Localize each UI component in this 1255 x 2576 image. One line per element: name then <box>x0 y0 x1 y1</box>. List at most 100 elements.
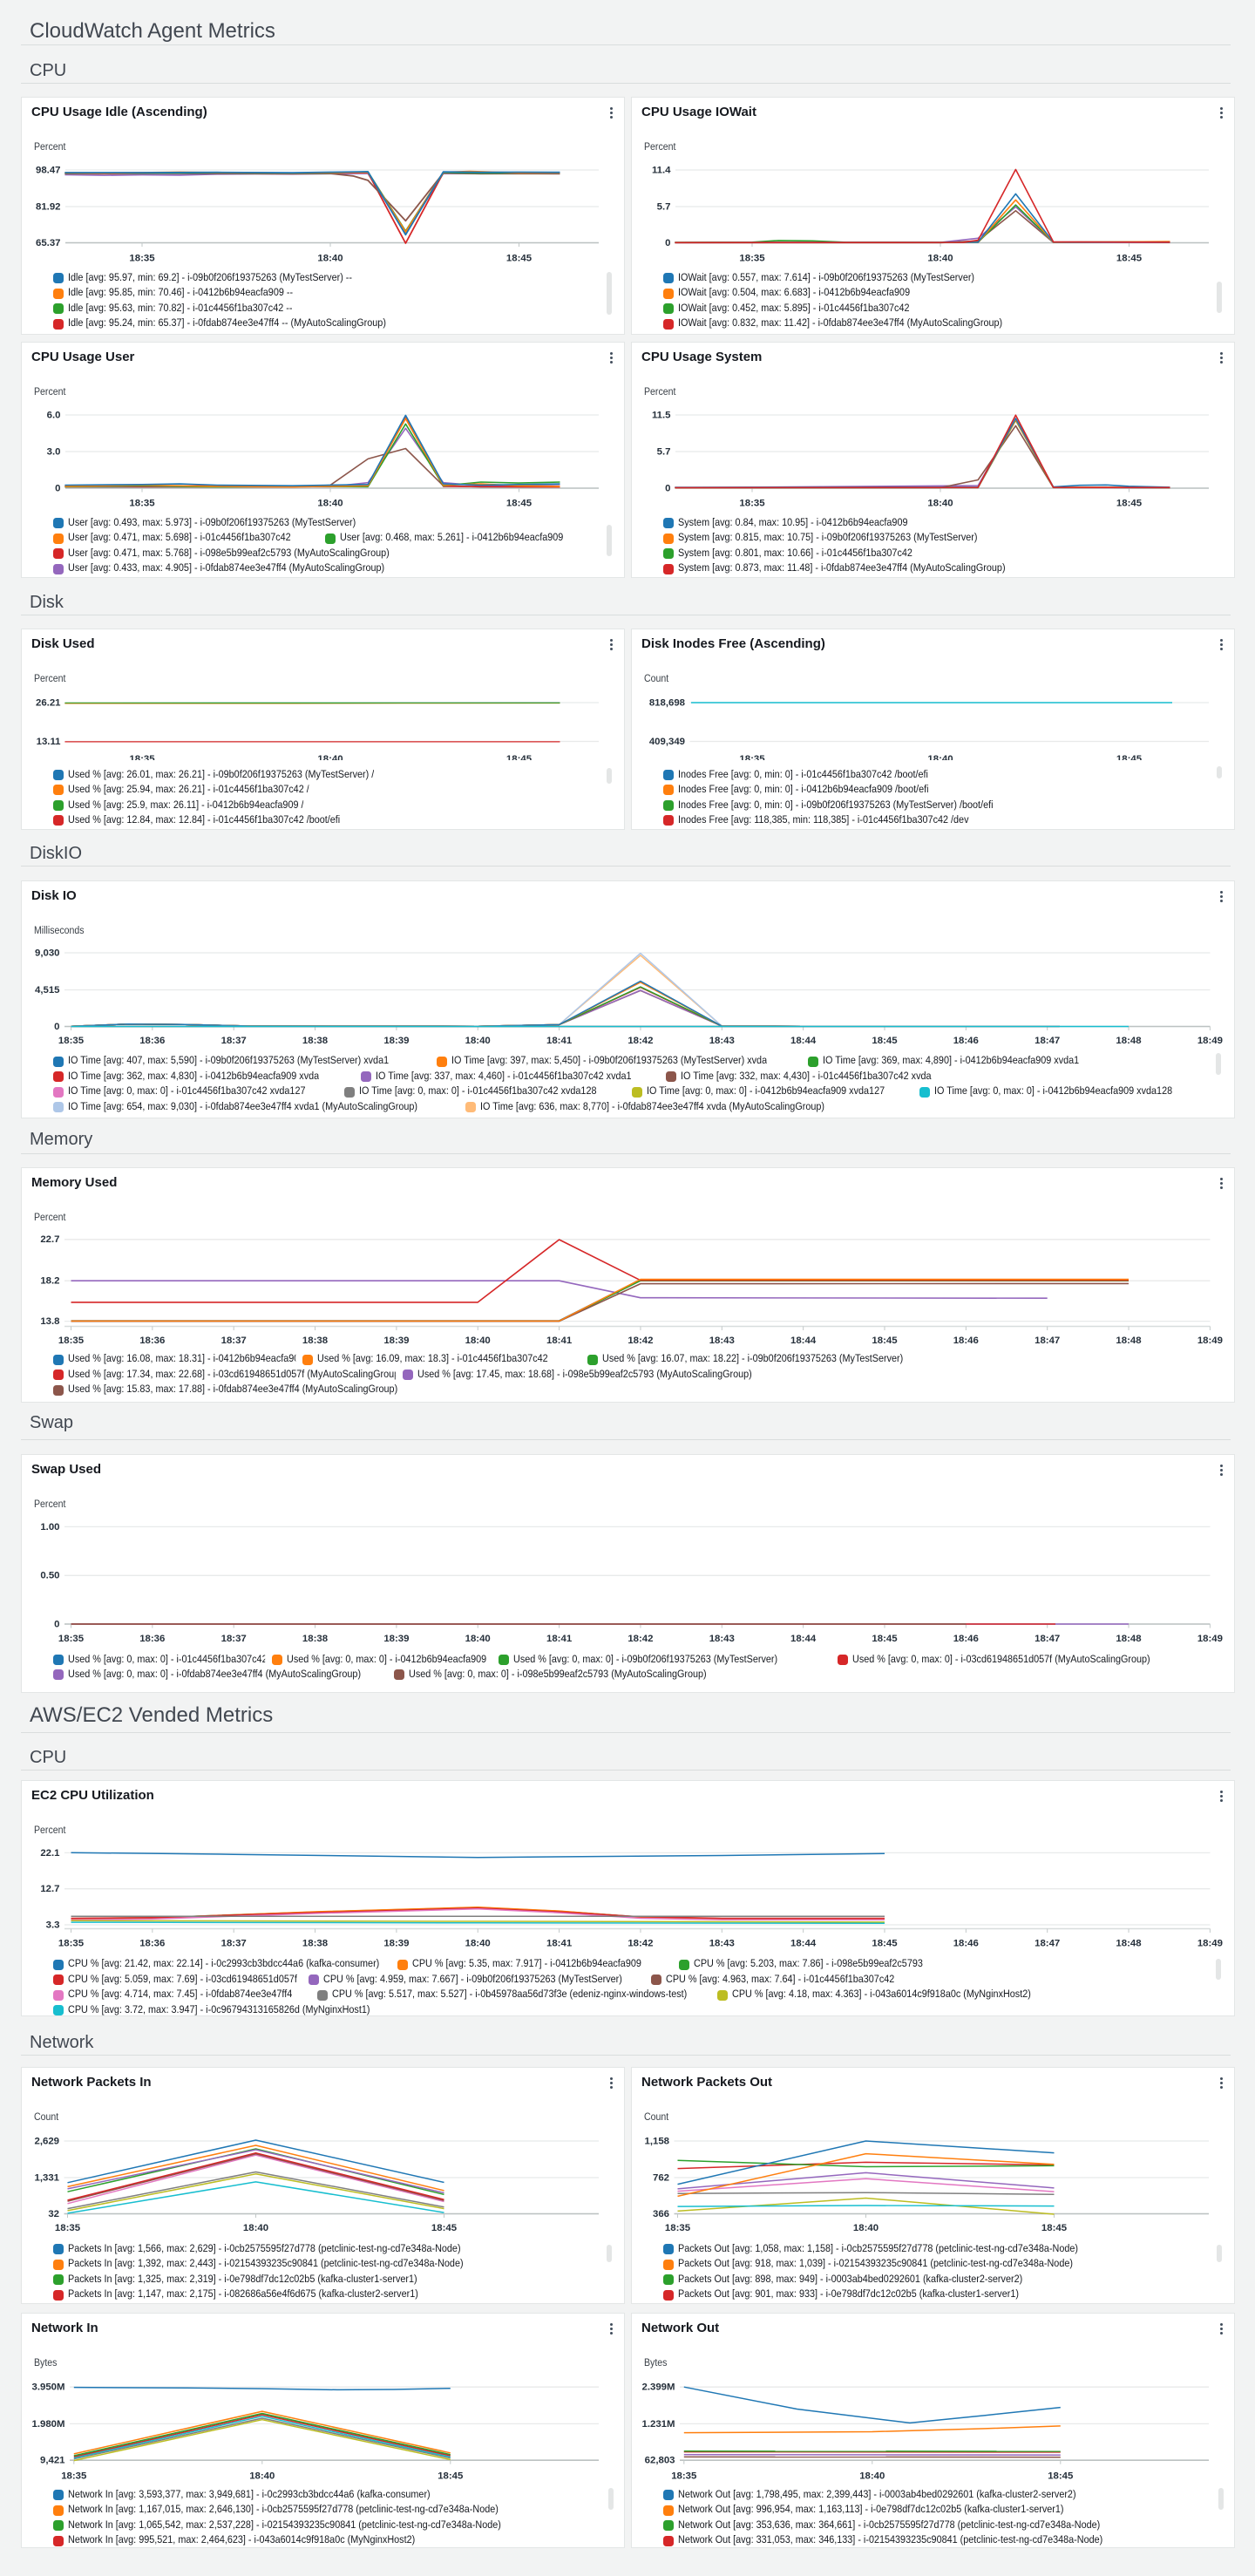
svg-text:1.980M: 1.980M <box>32 2419 65 2430</box>
svg-text:32: 32 <box>48 2209 59 2219</box>
svg-text:18:45: 18:45 <box>1116 754 1143 760</box>
svg-text:18:35: 18:35 <box>58 1336 85 1346</box>
svg-text:18:35: 18:35 <box>55 2223 81 2233</box>
svg-text:5.7: 5.7 <box>657 201 671 212</box>
svg-text:18:46: 18:46 <box>953 1336 979 1346</box>
svg-text:18:45: 18:45 <box>872 1036 898 1046</box>
svg-text:18:43: 18:43 <box>709 1336 735 1346</box>
svg-text:13.8: 13.8 <box>40 1316 59 1327</box>
svg-text:0.50: 0.50 <box>40 1571 59 1581</box>
svg-text:18:35: 18:35 <box>739 498 765 508</box>
svg-text:18:45: 18:45 <box>1116 498 1143 508</box>
svg-text:18:46: 18:46 <box>953 1938 979 1948</box>
svg-text:18:35: 18:35 <box>61 2471 87 2481</box>
svg-text:18:40: 18:40 <box>249 2471 275 2481</box>
svg-text:18:46: 18:46 <box>953 1036 979 1046</box>
svg-text:18:38: 18:38 <box>302 1036 328 1046</box>
svg-text:18:35: 18:35 <box>739 253 765 263</box>
svg-text:18:44: 18:44 <box>790 1336 817 1346</box>
svg-text:366: 366 <box>653 2209 669 2219</box>
svg-text:11.4: 11.4 <box>652 165 671 175</box>
svg-text:18:41: 18:41 <box>546 1938 573 1948</box>
svg-text:18:35: 18:35 <box>671 2471 697 2481</box>
svg-text:18:43: 18:43 <box>709 1036 735 1046</box>
svg-text:18:41: 18:41 <box>546 1036 573 1046</box>
svg-text:18:47: 18:47 <box>1035 1036 1060 1046</box>
svg-text:18:40: 18:40 <box>927 754 953 760</box>
svg-text:9,030: 9,030 <box>35 948 60 958</box>
svg-text:18:43: 18:43 <box>709 1634 735 1644</box>
svg-text:26.21: 26.21 <box>36 697 61 708</box>
svg-text:11.5: 11.5 <box>652 410 671 420</box>
svg-text:18:45: 18:45 <box>872 1938 898 1948</box>
svg-text:818,698: 818,698 <box>649 697 685 708</box>
svg-text:0: 0 <box>665 483 670 493</box>
svg-text:18:40: 18:40 <box>317 754 343 760</box>
svg-text:18:47: 18:47 <box>1035 1938 1060 1948</box>
svg-text:18:36: 18:36 <box>139 1938 165 1948</box>
svg-text:81.92: 81.92 <box>36 201 61 212</box>
svg-text:1.00: 1.00 <box>40 1522 59 1533</box>
svg-text:18:40: 18:40 <box>243 2223 268 2233</box>
svg-text:18:45: 18:45 <box>506 498 533 508</box>
svg-text:18:35: 18:35 <box>58 1036 85 1046</box>
svg-text:18:36: 18:36 <box>139 1634 165 1644</box>
svg-text:18:37: 18:37 <box>221 1938 247 1948</box>
svg-text:18:45: 18:45 <box>872 1336 898 1346</box>
svg-text:18:39: 18:39 <box>383 1036 409 1046</box>
svg-text:22.7: 22.7 <box>40 1234 59 1245</box>
svg-text:18:37: 18:37 <box>221 1634 247 1644</box>
svg-text:0: 0 <box>55 483 60 493</box>
svg-text:18:35: 18:35 <box>129 754 155 760</box>
svg-text:18:40: 18:40 <box>927 253 953 263</box>
svg-text:18:38: 18:38 <box>302 1336 328 1346</box>
svg-text:1.231M: 1.231M <box>642 2419 675 2430</box>
svg-text:18:44: 18:44 <box>790 1634 817 1644</box>
svg-text:18:45: 18:45 <box>1048 2471 1074 2481</box>
svg-text:18:40: 18:40 <box>317 253 343 263</box>
svg-text:18:35: 18:35 <box>58 1634 85 1644</box>
svg-text:18:37: 18:37 <box>221 1336 247 1346</box>
svg-text:18:40: 18:40 <box>465 1336 491 1346</box>
svg-text:9,421: 9,421 <box>40 2456 65 2466</box>
svg-text:762: 762 <box>653 2172 669 2183</box>
svg-text:18:42: 18:42 <box>628 1938 653 1948</box>
svg-text:3.950M: 3.950M <box>32 2382 65 2393</box>
svg-text:18:38: 18:38 <box>302 1634 328 1644</box>
svg-text:18:39: 18:39 <box>383 1634 409 1644</box>
svg-text:18:40: 18:40 <box>317 498 343 508</box>
svg-text:18:47: 18:47 <box>1035 1634 1060 1644</box>
svg-text:18:44: 18:44 <box>790 1938 817 1948</box>
svg-text:4,515: 4,515 <box>35 985 60 996</box>
svg-text:18:35: 18:35 <box>129 253 155 263</box>
svg-text:65.37: 65.37 <box>36 238 61 248</box>
svg-text:2,629: 2,629 <box>34 2136 59 2146</box>
svg-text:18:40: 18:40 <box>927 498 953 508</box>
svg-text:2.399M: 2.399M <box>642 2382 675 2393</box>
svg-text:18:35: 18:35 <box>739 754 765 760</box>
svg-text:18:46: 18:46 <box>953 1634 979 1644</box>
svg-text:18:48: 18:48 <box>1116 1634 1141 1644</box>
svg-text:18:41: 18:41 <box>546 1634 573 1644</box>
svg-text:18:43: 18:43 <box>709 1938 735 1948</box>
svg-text:18:49: 18:49 <box>1197 1336 1223 1346</box>
svg-text:18:45: 18:45 <box>506 754 533 760</box>
svg-text:3.0: 3.0 <box>47 446 61 457</box>
svg-text:12.7: 12.7 <box>40 1884 59 1894</box>
svg-text:18:40: 18:40 <box>465 1634 491 1644</box>
svg-text:18:49: 18:49 <box>1197 1938 1223 1948</box>
svg-text:18:45: 18:45 <box>1116 253 1143 263</box>
svg-text:18:48: 18:48 <box>1116 1036 1141 1046</box>
svg-text:18:42: 18:42 <box>628 1634 653 1644</box>
svg-text:409,349: 409,349 <box>649 737 685 747</box>
svg-text:18:45: 18:45 <box>431 2223 458 2233</box>
svg-text:18:45: 18:45 <box>872 1634 898 1644</box>
svg-text:0: 0 <box>54 1619 59 1629</box>
svg-text:18:49: 18:49 <box>1197 1634 1223 1644</box>
svg-text:62,803: 62,803 <box>645 2456 675 2466</box>
svg-text:18:42: 18:42 <box>628 1336 653 1346</box>
svg-text:18:35: 18:35 <box>58 1938 85 1948</box>
svg-text:18:38: 18:38 <box>302 1938 328 1948</box>
svg-text:18:45: 18:45 <box>1041 2223 1068 2233</box>
svg-text:6.0: 6.0 <box>47 410 61 420</box>
